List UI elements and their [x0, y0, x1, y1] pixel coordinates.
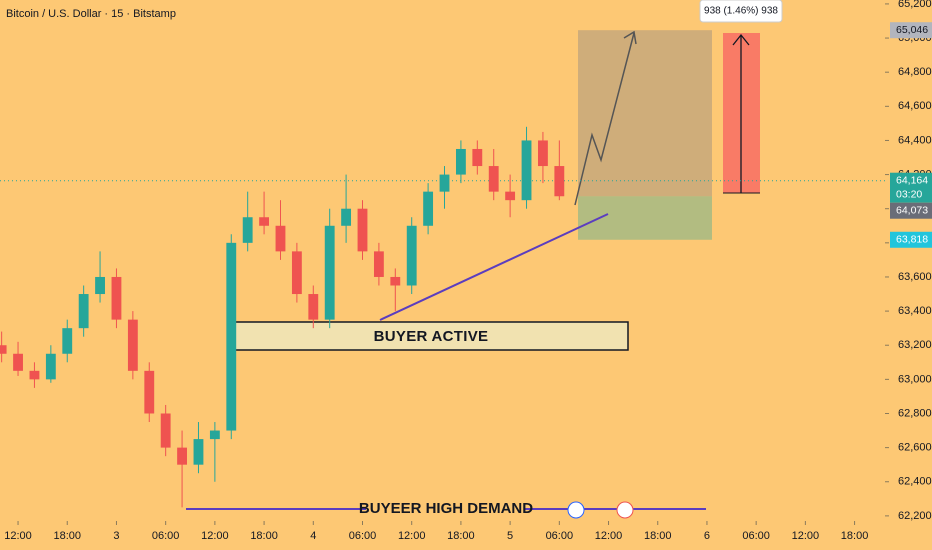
price-label-box [890, 202, 932, 219]
candle-body [177, 447, 187, 465]
candle-body [488, 166, 499, 192]
x-tick-label: 06:00 [546, 530, 574, 542]
candle-body [373, 251, 384, 277]
y-tick-label: 64,800 [898, 66, 932, 78]
candle-body [390, 276, 401, 286]
price-label-box [890, 22, 932, 39]
y-tick-label: 64,600 [898, 100, 932, 112]
x-tick-label: 06:00 [152, 530, 180, 542]
candle-body [62, 328, 73, 354]
candle-body [324, 225, 335, 320]
candle-body [554, 166, 565, 197]
candle-body [242, 217, 253, 243]
y-tick-label: 63,600 [898, 271, 932, 283]
event-icon [616, 501, 634, 519]
y-tick-label: 63,400 [898, 305, 932, 317]
event-icon [567, 501, 585, 519]
demand-label-bg [366, 498, 524, 520]
candle-body [13, 353, 23, 371]
candle-body [308, 294, 319, 320]
price-label: 64,164 [896, 175, 928, 187]
candle-body [472, 148, 483, 167]
x-tick-label: 12:00 [398, 530, 426, 542]
x-tick-label: 12:00 [4, 530, 32, 542]
y-tick-label: 62,800 [898, 407, 932, 419]
candle-body [111, 276, 122, 320]
y-tick-label: 63,000 [898, 373, 932, 385]
candle-body [521, 140, 532, 201]
candle-body [127, 319, 138, 371]
y-tick-label: 63,200 [898, 339, 932, 351]
buyer-active-box [233, 321, 629, 351]
target-zone [578, 30, 712, 197]
candle-body [160, 413, 171, 448]
x-tick-label: 06:00 [742, 530, 770, 542]
x-tick-label: 06:00 [349, 530, 377, 542]
candle-body [455, 148, 466, 175]
x-tick-label: 18:00 [250, 530, 278, 542]
price-label: 65,046 [896, 24, 928, 36]
candle-body [45, 353, 56, 380]
x-tick-label: 12:00 [595, 530, 623, 542]
price-label: 63,818 [896, 234, 928, 246]
candle-body [95, 276, 105, 295]
price-label: 64,073 [896, 205, 928, 217]
candle-body [341, 208, 352, 226]
trend-line [379, 213, 609, 321]
candle-body [538, 140, 548, 167]
x-tick-label: 3 [113, 530, 119, 542]
y-tick-label: 62,600 [898, 442, 932, 454]
x-tick-label: 12:00 [792, 530, 820, 542]
measure-label-box [699, 0, 783, 23]
y-tick-label: 62,400 [898, 476, 932, 488]
candle-body [505, 191, 516, 201]
x-tick-label: 18:00 [53, 530, 81, 542]
candle-body [357, 208, 368, 252]
y-tick-label: 62,200 [898, 510, 932, 522]
annotation: BUYEER HIGH DEMAND [359, 500, 533, 517]
candle-body [275, 225, 286, 252]
candle-body [439, 174, 450, 192]
price-countdown: 03:20 [896, 189, 922, 201]
x-tick-label: 4 [310, 530, 316, 542]
measure-arrowhead [732, 33, 750, 46]
candle-body [78, 294, 89, 329]
forecast-arrow [574, 30, 637, 206]
candle-body [226, 242, 237, 431]
x-tick-label: 12:00 [201, 530, 229, 542]
candle-body [423, 191, 434, 226]
candle-body [193, 439, 204, 465]
y-tick-label: 65,200 [898, 0, 932, 10]
x-tick-label: 5 [507, 530, 513, 542]
annotation: BUYER ACTIVE [374, 328, 489, 345]
candle-body [29, 370, 40, 380]
price-label-box [890, 172, 932, 203]
x-tick-label: 18:00 [841, 530, 869, 542]
x-tick-label: 18:00 [644, 530, 672, 542]
measure-label: 938 (1.46%) 938 [704, 6, 778, 17]
candle-body [209, 430, 220, 440]
x-tick-label: 6 [704, 530, 710, 542]
y-tick-label: 64,400 [898, 134, 932, 146]
candle-body [144, 370, 155, 414]
price-label-box [890, 231, 932, 248]
candle-body [0, 345, 7, 354]
candle-body [259, 217, 270, 226]
candle-body [291, 251, 302, 295]
chart-title: Bitcoin / U.S. Dollar · 15 · Bitstamp [6, 8, 176, 20]
candle-body [406, 225, 417, 286]
x-tick-label: 18:00 [447, 530, 475, 542]
